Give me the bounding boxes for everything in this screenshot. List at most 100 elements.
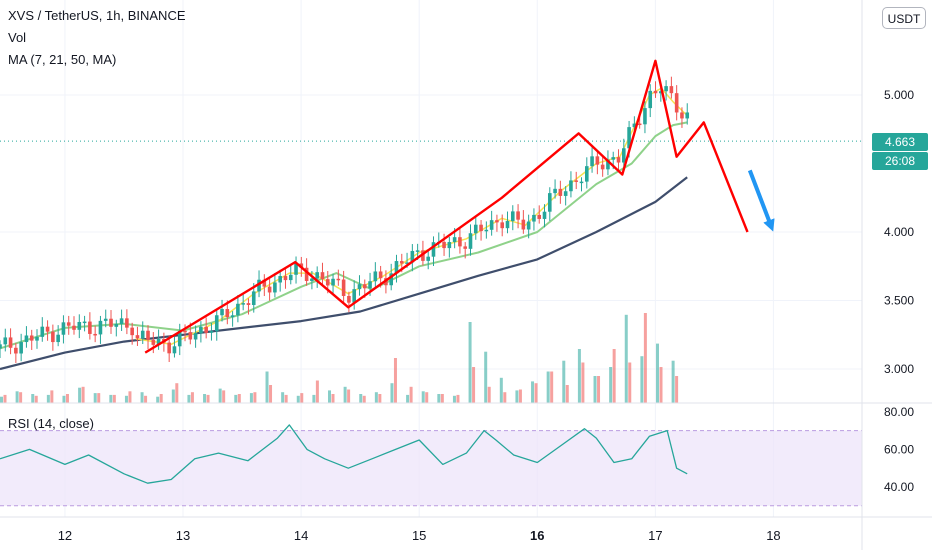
- volume-bar-up: [437, 394, 441, 403]
- candle-body: [114, 323, 119, 327]
- candle-body: [637, 123, 642, 126]
- volume-bar-up: [343, 386, 347, 403]
- candle-body: [659, 91, 663, 94]
- volume-bar-up: [406, 394, 410, 403]
- rsi-tick-label: 40.00: [884, 480, 914, 494]
- volume-bar-up: [218, 388, 222, 403]
- candle-body: [632, 123, 637, 128]
- time-tick-label: 14: [294, 528, 308, 543]
- price-tick-label: 3.500: [884, 294, 914, 308]
- candle-body: [3, 337, 8, 345]
- candle-body: [151, 339, 156, 345]
- volume-bar-down: [550, 371, 554, 403]
- candle-body: [331, 278, 335, 286]
- candle-body: [563, 191, 568, 196]
- candle-body: [130, 327, 134, 336]
- candle-body: [431, 242, 436, 257]
- candle-body: [595, 156, 600, 165]
- candle-body: [177, 330, 182, 347]
- candle-body: [262, 279, 267, 287]
- volume-bar-down: [628, 362, 632, 403]
- candle-body: [421, 250, 425, 261]
- volume-bar-up: [187, 394, 191, 403]
- candle-body: [119, 318, 124, 324]
- candle-body: [542, 211, 547, 219]
- candle-body: [236, 303, 240, 316]
- ma7-line: [135, 87, 688, 346]
- candle-body: [347, 295, 351, 303]
- volume-bar-down: [3, 394, 7, 403]
- volume-bar-down: [597, 376, 601, 403]
- candle-body: [362, 284, 367, 289]
- volume-bar-up: [609, 367, 613, 403]
- volume-bar-up: [312, 394, 316, 403]
- volume-bar-down: [675, 376, 679, 403]
- candle-body: [88, 321, 92, 334]
- volume-bar-down: [237, 394, 241, 403]
- candle-body: [479, 224, 483, 232]
- candle-body: [521, 219, 526, 230]
- currency-button[interactable]: USDT: [882, 7, 926, 29]
- price-tick-label: 4.000: [884, 225, 914, 239]
- candle-body: [8, 337, 13, 348]
- candle-body: [685, 112, 690, 119]
- candle-body: [29, 335, 34, 341]
- volume-bar-down: [222, 390, 226, 403]
- candle-body: [51, 331, 55, 343]
- volume-bar-up: [0, 396, 3, 403]
- volume-bar-up: [281, 392, 285, 403]
- candle-body: [0, 344, 2, 349]
- volume-bar-up: [140, 392, 144, 403]
- candle-body: [66, 322, 71, 326]
- volume-bar-up: [499, 377, 503, 403]
- volume-bar-up: [78, 387, 82, 403]
- candle-body: [156, 338, 161, 345]
- volume-bar-down: [144, 395, 148, 403]
- candle-body: [653, 90, 658, 94]
- candle-body: [214, 315, 219, 332]
- candle-body: [40, 326, 45, 337]
- candle-body: [267, 286, 272, 293]
- volume-bar-down: [347, 389, 351, 403]
- candle-body: [574, 180, 579, 182]
- volume-bar-down: [175, 383, 179, 403]
- candle-body: [246, 303, 251, 305]
- candle-body: [558, 188, 563, 196]
- candle-body: [505, 221, 510, 229]
- candle-body: [489, 220, 494, 230]
- candle-body: [336, 278, 341, 281]
- volume-bar-up: [671, 360, 675, 403]
- candle-body: [484, 229, 489, 232]
- candle-body: [109, 318, 113, 327]
- volume-bar-up: [93, 393, 97, 403]
- candle-body: [399, 261, 404, 264]
- candle-body: [373, 271, 378, 282]
- candle-body: [225, 309, 230, 318]
- candle-body: [426, 256, 431, 261]
- candle-body: [674, 93, 679, 113]
- volume-bar-down: [581, 362, 585, 403]
- candle-body: [606, 159, 610, 170]
- candle-body: [516, 211, 520, 220]
- price-tick-label: 3.000: [884, 362, 914, 376]
- candle-body: [584, 166, 589, 182]
- volume-bar-down: [362, 395, 366, 403]
- candle-body: [357, 284, 362, 290]
- candle-body: [93, 333, 97, 336]
- volume-bar-up: [124, 395, 128, 403]
- candle-body: [193, 333, 198, 340]
- candle-body: [643, 108, 647, 125]
- volume-bar-up: [359, 394, 363, 403]
- candle-body: [622, 148, 626, 163]
- candle-body: [257, 279, 261, 292]
- volume-label: Vol: [8, 30, 27, 45]
- candle-body: [325, 279, 330, 286]
- candle-body: [616, 157, 621, 163]
- price-tick-label: 5.000: [884, 88, 914, 102]
- volume-bar-up: [46, 394, 50, 403]
- candle-body: [473, 224, 478, 234]
- candle-body: [61, 322, 66, 335]
- rsi-line: [0, 424, 688, 484]
- candle-body: [600, 164, 605, 170]
